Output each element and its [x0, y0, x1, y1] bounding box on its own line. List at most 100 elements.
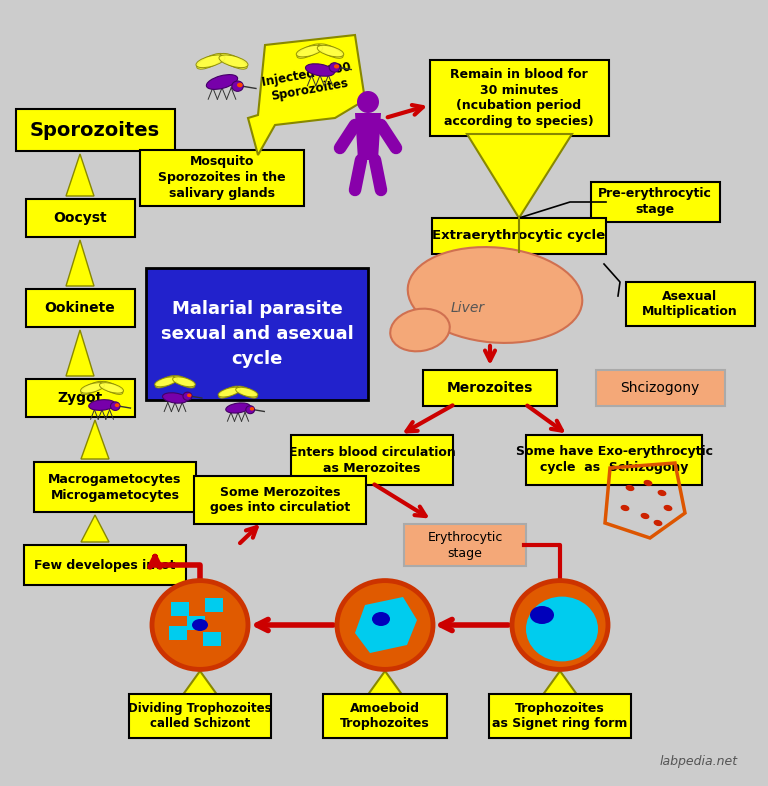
Ellipse shape [183, 392, 192, 400]
Ellipse shape [644, 480, 652, 486]
FancyBboxPatch shape [291, 435, 453, 485]
Ellipse shape [390, 309, 450, 351]
Text: Remain in blood for
30 minutes
(ncubation period
according to species): Remain in blood for 30 minutes (ncubatio… [444, 68, 594, 128]
FancyBboxPatch shape [140, 150, 304, 206]
FancyBboxPatch shape [146, 268, 368, 400]
Ellipse shape [81, 381, 104, 395]
Text: Pre-erythrocytic
stage: Pre-erythrocytic stage [598, 188, 712, 216]
Ellipse shape [237, 386, 257, 399]
Polygon shape [169, 626, 187, 640]
Polygon shape [355, 597, 417, 653]
Ellipse shape [232, 81, 243, 91]
FancyBboxPatch shape [24, 545, 186, 585]
Text: Malarial parasite
sexual and asexual
cycle: Malarial parasite sexual and asexual cyc… [161, 300, 353, 368]
Ellipse shape [152, 581, 248, 670]
FancyBboxPatch shape [625, 282, 754, 326]
Ellipse shape [163, 393, 187, 403]
Ellipse shape [161, 590, 238, 659]
Ellipse shape [100, 383, 124, 393]
Text: Shcizogony: Shcizogony [621, 381, 700, 395]
Polygon shape [81, 515, 109, 542]
Ellipse shape [220, 53, 247, 69]
Ellipse shape [111, 402, 120, 410]
Ellipse shape [207, 75, 237, 90]
Polygon shape [81, 420, 109, 459]
Ellipse shape [334, 64, 339, 68]
Text: Sporozoites: Sporozoites [30, 120, 160, 139]
FancyBboxPatch shape [423, 370, 557, 406]
FancyBboxPatch shape [591, 182, 720, 222]
FancyBboxPatch shape [194, 476, 366, 524]
Polygon shape [66, 154, 94, 196]
Ellipse shape [81, 383, 104, 393]
Ellipse shape [197, 53, 224, 69]
FancyBboxPatch shape [323, 694, 447, 738]
Ellipse shape [296, 46, 323, 57]
Ellipse shape [346, 590, 423, 659]
Text: Oocyst: Oocyst [53, 211, 107, 225]
Ellipse shape [318, 44, 343, 58]
Text: Zygot: Zygot [58, 391, 103, 405]
FancyBboxPatch shape [34, 462, 196, 512]
FancyBboxPatch shape [404, 524, 526, 566]
Text: Liver: Liver [451, 301, 485, 315]
Ellipse shape [89, 399, 115, 410]
Polygon shape [187, 616, 205, 630]
Text: Erythrocytic
stage: Erythrocytic stage [427, 531, 503, 560]
Polygon shape [367, 671, 403, 696]
Ellipse shape [154, 376, 177, 387]
Text: Extraerythrocytic cycle: Extraerythrocytic cycle [432, 230, 605, 243]
Ellipse shape [237, 83, 243, 87]
Ellipse shape [621, 505, 630, 511]
Ellipse shape [654, 520, 663, 526]
Ellipse shape [250, 407, 254, 410]
Text: Asexual
Multiplication: Asexual Multiplication [642, 289, 738, 318]
Ellipse shape [526, 597, 598, 661]
FancyBboxPatch shape [489, 694, 631, 738]
Text: Injected 3000
Sporozoites: Injected 3000 Sporozoites [261, 61, 355, 104]
Ellipse shape [219, 55, 248, 68]
Polygon shape [203, 632, 221, 646]
Ellipse shape [196, 55, 225, 68]
Text: labpedia.net: labpedia.net [660, 755, 738, 768]
Ellipse shape [100, 381, 123, 395]
FancyBboxPatch shape [25, 289, 134, 327]
Ellipse shape [512, 581, 608, 670]
Text: Some have Exo-erythrocytic
cycle  as  Schizogony: Some have Exo-erythrocytic cycle as Schi… [515, 446, 713, 475]
Ellipse shape [226, 403, 250, 413]
Ellipse shape [664, 505, 673, 511]
Ellipse shape [114, 403, 120, 407]
Ellipse shape [174, 376, 195, 388]
FancyBboxPatch shape [25, 379, 134, 417]
Polygon shape [66, 330, 94, 376]
Ellipse shape [357, 91, 379, 113]
Ellipse shape [155, 376, 177, 388]
Polygon shape [182, 671, 218, 696]
Ellipse shape [192, 619, 208, 631]
Ellipse shape [317, 46, 344, 57]
Text: Trophozoites
as Signet ring form: Trophozoites as Signet ring form [492, 702, 627, 730]
Polygon shape [542, 671, 578, 696]
Polygon shape [66, 240, 94, 286]
Text: Some Merozoites
goes into circulatiot: Some Merozoites goes into circulatiot [210, 486, 350, 515]
Ellipse shape [530, 606, 554, 624]
Ellipse shape [246, 406, 255, 413]
Ellipse shape [306, 64, 335, 76]
FancyBboxPatch shape [15, 109, 174, 151]
Ellipse shape [187, 394, 191, 397]
Text: Merozoites: Merozoites [447, 381, 533, 395]
FancyBboxPatch shape [432, 218, 606, 254]
Ellipse shape [173, 376, 195, 387]
FancyBboxPatch shape [129, 694, 271, 738]
Text: Few developes intot: Few developes intot [35, 559, 176, 571]
Text: Mosquito
Sporozoites in the
salivary glands: Mosquito Sporozoites in the salivary gla… [158, 156, 286, 200]
Text: Enters blood circulation
as Merozoites: Enters blood circulation as Merozoites [289, 446, 455, 475]
Ellipse shape [236, 387, 258, 397]
Polygon shape [467, 134, 572, 218]
Polygon shape [205, 598, 223, 612]
Text: Macrogametocytes
Microgametocytes: Macrogametocytes Microgametocytes [48, 472, 182, 501]
Ellipse shape [218, 387, 240, 397]
Ellipse shape [337, 581, 433, 670]
Text: Ookinete: Ookinete [45, 301, 115, 315]
Ellipse shape [408, 247, 582, 343]
